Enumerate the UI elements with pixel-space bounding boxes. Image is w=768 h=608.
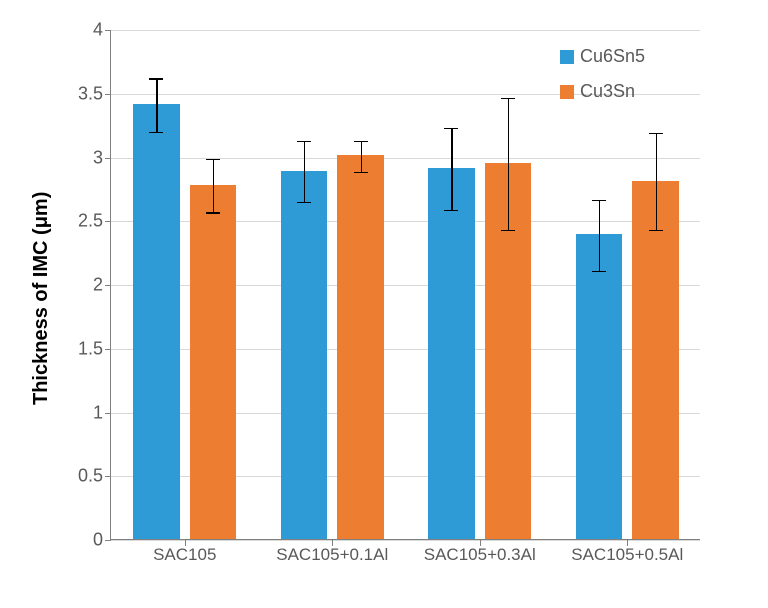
errorbar-cap <box>297 141 311 142</box>
y-tick-label: 4 <box>93 20 111 41</box>
bar-Cu3Sn <box>632 181 678 539</box>
y-tick-label: 1.5 <box>78 338 111 359</box>
bar-Cu6Sn5 <box>576 234 622 539</box>
errorbar-cap <box>444 128 458 129</box>
bar-Cu3Sn <box>190 185 236 539</box>
y-tick-label: 2.5 <box>78 211 111 232</box>
errorbar-cap <box>649 133 663 134</box>
y-tick-label: 2 <box>93 275 111 296</box>
errorbar-cap <box>592 200 606 201</box>
gridline <box>111 30 700 31</box>
legend-item: Cu6Sn5 <box>560 46 645 67</box>
errorbar-cap <box>501 98 515 99</box>
errorbar <box>361 141 362 172</box>
y-axis-title: Thickness of IMC (μm) <box>30 192 53 405</box>
errorbar <box>508 98 509 231</box>
errorbar <box>156 78 157 132</box>
y-tick-label: 3.5 <box>78 83 111 104</box>
y-tick-label: 0 <box>93 530 111 551</box>
bar-Cu3Sn <box>337 155 383 539</box>
y-tick-label: 0.5 <box>78 466 111 487</box>
legend-label: Cu3Sn <box>580 81 635 102</box>
errorbar-cap <box>592 271 606 272</box>
bar-Cu6Sn5 <box>133 104 179 539</box>
legend-item: Cu3Sn <box>560 81 645 102</box>
errorbar-cap <box>149 78 163 79</box>
gridline <box>111 158 700 159</box>
y-tick-label: 3 <box>93 147 111 168</box>
errorbar <box>656 133 657 230</box>
bar-Cu6Sn5 <box>281 171 327 539</box>
chart-container: Thickness of IMC (μm) 0 0.5 1 1.5 2 2.5 3 3.5 4 S… <box>0 0 768 608</box>
errorbar <box>451 128 452 210</box>
errorbar-cap <box>501 230 515 231</box>
errorbar <box>304 141 305 202</box>
errorbar <box>599 200 600 271</box>
legend-swatch <box>560 50 574 64</box>
x-tick-label: SAC105 <box>153 539 216 565</box>
legend-label: Cu6Sn5 <box>580 46 645 67</box>
errorbar <box>213 159 214 213</box>
errorbar-cap <box>354 141 368 142</box>
x-tick-label: SAC105+0.5Al <box>571 539 683 565</box>
errorbar-cap <box>297 202 311 203</box>
errorbar-cap <box>649 230 663 231</box>
errorbar-cap <box>149 132 163 133</box>
bar-Cu6Sn5 <box>428 168 474 539</box>
errorbar-cap <box>206 159 220 160</box>
legend: Cu6Sn5 Cu3Sn <box>560 46 645 116</box>
errorbar-cap <box>354 172 368 173</box>
legend-swatch <box>560 85 574 99</box>
y-tick-label: 1 <box>93 402 111 423</box>
x-tick-label: SAC105+0.1Al <box>276 539 388 565</box>
errorbar-cap <box>444 210 458 211</box>
x-tick-label: SAC105+0.3Al <box>424 539 536 565</box>
errorbar-cap <box>206 212 220 213</box>
